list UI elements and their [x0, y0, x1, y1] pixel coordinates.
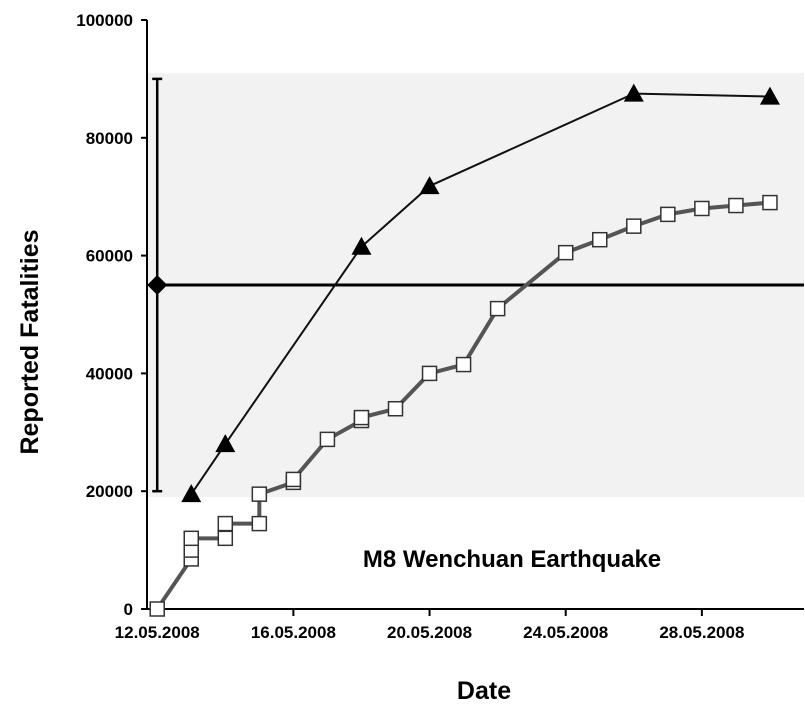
square-point — [387, 400, 404, 417]
triangle-point — [181, 484, 202, 503]
triangle-point — [419, 176, 440, 195]
x-tick-label: 12.05.2008 — [115, 623, 200, 642]
square-point — [183, 530, 200, 547]
x-tick-label: 20.05.2008 — [387, 623, 472, 642]
chart-annotation: M8 Wenchuan Earthquake — [363, 546, 661, 573]
square-point — [694, 200, 710, 217]
square-point — [557, 244, 574, 261]
square-point — [455, 356, 472, 373]
square-point — [217, 530, 234, 547]
square-point — [421, 365, 438, 382]
square-point — [728, 197, 744, 214]
square-point — [319, 431, 336, 448]
y-tick-label: 80000 — [86, 129, 133, 148]
x-tick-label: 24.05.2008 — [523, 623, 608, 642]
square-point — [285, 471, 302, 488]
square-point — [660, 206, 676, 223]
square-point — [353, 409, 370, 426]
x-axis-label: Date — [457, 677, 511, 705]
y-tick-label: 100000 — [76, 11, 133, 30]
triangle-point — [351, 236, 372, 255]
x-tick-label: 28.05.2008 — [659, 623, 744, 642]
triangle-point — [623, 83, 644, 102]
y-axis-label: Reported Fatalities — [16, 229, 44, 454]
y-tick-label: 60000 — [86, 247, 133, 266]
x-tick-label: 16.05.2008 — [251, 623, 336, 642]
square-point — [251, 486, 268, 502]
y-tick-label: 0 — [124, 600, 133, 619]
triangle-point — [759, 86, 780, 105]
square-point — [217, 515, 234, 532]
square-point — [489, 300, 506, 317]
square-point — [251, 515, 268, 532]
series-line — [190, 92, 770, 495]
square-point — [762, 194, 778, 211]
square-point — [592, 231, 608, 248]
y-tick-label: 40000 — [86, 364, 133, 383]
square-point — [149, 601, 165, 617]
y-tick-label: 20000 — [86, 482, 133, 501]
estimate-point — [147, 275, 168, 296]
square-point — [626, 218, 642, 234]
triangle-point — [215, 434, 236, 453]
